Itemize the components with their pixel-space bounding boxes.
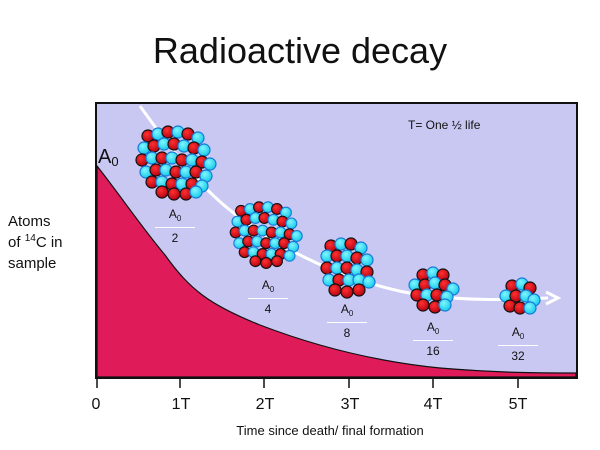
fraction-num: A [426, 320, 435, 334]
fraction-num: A [511, 325, 520, 339]
fraction-bar [155, 227, 195, 228]
fraction-num-sub: 0 [519, 332, 525, 341]
fraction-bar [248, 298, 288, 299]
x-tick-label: 3T [340, 396, 360, 413]
fraction-num: A [340, 302, 349, 316]
fraction-label: A0 16 [413, 320, 453, 358]
x-tick-label: 2T [255, 396, 275, 413]
fraction-den: 16 [426, 344, 440, 358]
x-tick-label: 1T [171, 396, 191, 413]
fraction-bar [327, 322, 367, 323]
x-tick-label: 0 [91, 396, 101, 413]
fraction-label: A0 2 [155, 207, 195, 245]
fraction-label: A0 4 [248, 278, 288, 316]
fraction-num-sub: 0 [269, 285, 275, 294]
legend-half-life: T= One ½ life [408, 118, 481, 132]
initial-amount-label: A0 [98, 146, 119, 169]
y-label-suffix: C in [35, 234, 63, 251]
fraction-num-sub: 0 [176, 214, 182, 223]
y-axis-label-line2: of 14C in [8, 232, 63, 253]
a0-base: A [98, 146, 112, 168]
y-axis-label: Atoms of 14C in sample [8, 211, 63, 274]
fraction-num-sub: 0 [434, 327, 440, 336]
fraction-label: A0 8 [327, 302, 367, 340]
fraction-num: A [261, 278, 270, 292]
x-axis-label: Time since death/ final formation [236, 423, 424, 438]
x-tick-label: 5T [508, 396, 528, 413]
a0-sub: 0 [111, 154, 119, 169]
fraction-num: A [168, 207, 177, 221]
nucleus-icon [499, 277, 541, 315]
fraction-den: 8 [343, 326, 351, 340]
arrow-head-icon [545, 290, 562, 306]
y-label-prefix: of [8, 234, 25, 251]
fraction-den: 2 [171, 231, 179, 245]
fraction-num-sub: 0 [348, 309, 354, 318]
y-axis-label-line1: Atoms [8, 213, 51, 230]
fraction-den: 4 [264, 302, 272, 316]
fraction-bar [413, 340, 453, 341]
x-tick-label: 4T [423, 396, 443, 413]
isotope-superscript: 14 [24, 233, 36, 244]
decay-curve-area [96, 164, 577, 378]
fraction-bar [498, 345, 538, 346]
y-axis-label-line3: sample [8, 255, 57, 272]
page-title: Radioactive decay [152, 30, 448, 71]
fraction-den: 32 [511, 349, 525, 363]
fraction-label: A0 32 [498, 325, 538, 363]
